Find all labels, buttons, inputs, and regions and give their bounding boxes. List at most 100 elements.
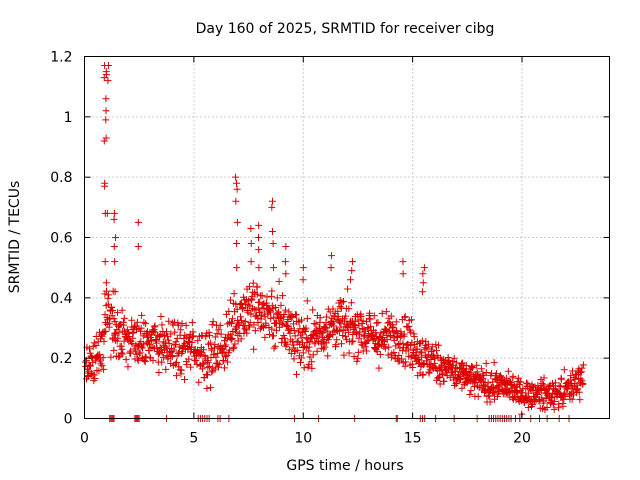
data-point (390, 349, 398, 357)
data-point (440, 377, 448, 385)
data-point (283, 321, 291, 329)
data-point (299, 349, 307, 357)
data-point (462, 361, 470, 369)
data-point (518, 389, 526, 397)
data-point (486, 398, 494, 406)
data-point (139, 344, 147, 352)
data-point (231, 340, 239, 348)
data-point (351, 322, 359, 330)
axis-ticks (84, 56, 610, 419)
data-point (282, 342, 290, 350)
data-point (230, 343, 238, 351)
data-point (492, 370, 500, 378)
data-point (92, 342, 100, 350)
data-point (272, 327, 280, 335)
data-point (418, 288, 426, 296)
data-point (306, 338, 314, 346)
data-point (132, 347, 140, 355)
data-point (158, 358, 166, 366)
data-point (175, 343, 183, 351)
data-point (407, 353, 415, 361)
data-point (382, 308, 390, 316)
data-point (308, 358, 316, 366)
data-point (222, 341, 230, 349)
data-point (185, 355, 193, 363)
data-point (579, 361, 587, 369)
data-point (360, 332, 368, 340)
data-point (102, 327, 110, 335)
data-point (387, 312, 395, 320)
data-point (203, 357, 211, 365)
data-point (202, 333, 210, 341)
data-point (177, 366, 185, 374)
data-point (473, 361, 481, 369)
data-point (316, 314, 324, 322)
data-point (133, 318, 141, 326)
data-point (151, 322, 159, 330)
data-point (550, 398, 558, 406)
data-point (332, 326, 340, 334)
data-point (312, 320, 320, 328)
y-tick-label: 0.4 (50, 291, 72, 307)
data-point (227, 336, 235, 344)
data-point (250, 305, 258, 313)
data-point (574, 385, 582, 393)
data-point (233, 218, 241, 226)
data-point (98, 362, 106, 370)
data-point (547, 393, 555, 401)
data-point (134, 218, 142, 226)
data-point (184, 337, 192, 345)
data-point (294, 337, 302, 345)
data-point (96, 357, 104, 365)
data-point (378, 309, 386, 317)
data-point (162, 343, 170, 351)
data-point (193, 360, 201, 368)
data-point (163, 328, 171, 336)
data-point (282, 306, 290, 314)
data-point (172, 372, 180, 380)
data-point (234, 320, 242, 328)
data-point (416, 348, 424, 356)
y-tick-label: 1 (64, 110, 73, 126)
data-point (117, 349, 125, 357)
data-point (228, 318, 236, 326)
data-point (346, 276, 354, 284)
data-point (353, 357, 361, 365)
data-point (273, 309, 281, 317)
data-point (394, 340, 402, 348)
data-point (120, 314, 128, 322)
data-point (256, 309, 264, 317)
data-point (400, 330, 408, 338)
data-point (356, 328, 364, 336)
data-point (449, 357, 457, 365)
data-point (208, 368, 216, 376)
data-point (321, 343, 329, 351)
data-point (324, 352, 332, 360)
data-point (471, 383, 479, 391)
data-point (287, 325, 295, 333)
data-point (113, 309, 121, 317)
data-point (576, 396, 584, 404)
data-point (313, 347, 321, 355)
data-point (425, 369, 433, 377)
data-point (279, 292, 287, 300)
data-point (578, 364, 586, 372)
data-point (102, 107, 110, 115)
data-point (239, 305, 247, 313)
data-point (237, 316, 245, 324)
data-point (305, 343, 313, 351)
data-point (229, 345, 237, 353)
data-point (407, 328, 415, 336)
data-point (285, 346, 293, 354)
data-point (222, 353, 230, 361)
data-point (486, 392, 494, 400)
data-point (102, 116, 110, 124)
data-point (325, 332, 333, 340)
data-point (211, 341, 219, 349)
data-point (534, 391, 542, 399)
data-point (109, 287, 117, 295)
data-point (458, 384, 466, 392)
data-point (355, 321, 363, 329)
data-point (465, 376, 473, 384)
data-point (155, 368, 163, 376)
